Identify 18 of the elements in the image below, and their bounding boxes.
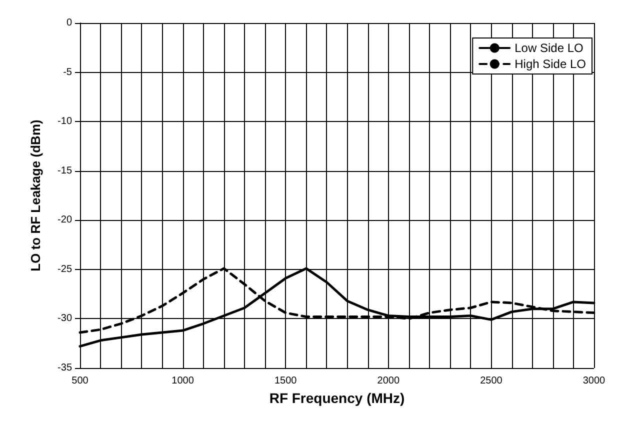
x-tick-label: 2000 [377, 376, 400, 386]
y-tick-label: -35 [58, 362, 72, 374]
y-axis-title: LO to RF Leakage (dBm) [28, 120, 43, 272]
x-axis-title: RF Frequency (MHz) [269, 390, 405, 406]
y-tick-label: -10 [58, 116, 72, 128]
y-tick-label: -30 [58, 313, 72, 324]
y-tick-label: -20 [58, 214, 72, 226]
x-tick-label: 3000 [582, 376, 606, 386]
x-tick-label: 2500 [480, 376, 503, 386]
legend-label: High Side LO [514, 57, 586, 71]
x-tick-label: 1500 [274, 376, 298, 386]
x-tick-label: 500 [72, 376, 89, 386]
y-tick-label: -15 [58, 165, 72, 176]
x-tick-label: 1000 [172, 376, 194, 386]
legend-label: Low Side LO [514, 41, 584, 55]
y-tick-label: -25 [58, 264, 72, 275]
y-tick-label: 0 [66, 18, 72, 28]
y-tick-label: -5 [63, 66, 72, 78]
